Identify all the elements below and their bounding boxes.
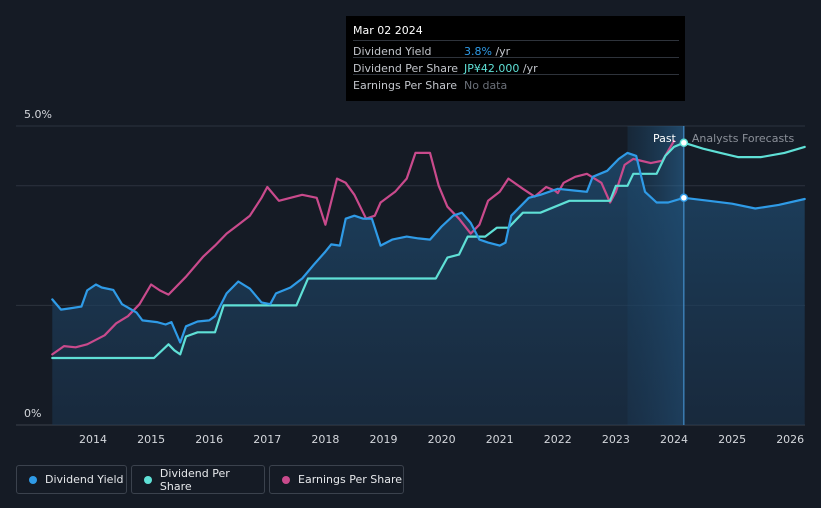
x-tick-label: 2015 xyxy=(137,433,165,446)
x-tick-label: 2019 xyxy=(370,433,398,446)
x-tick-label: 2022 xyxy=(544,433,572,446)
tooltip-label: Earnings Per Share xyxy=(353,79,458,92)
legend-label: Earnings Per Share xyxy=(298,473,403,486)
legend-label: Dividend Yield xyxy=(45,473,124,486)
dividend-yield-marker xyxy=(679,193,689,203)
dividend-yield-dot-icon xyxy=(29,475,37,484)
y-axis-top-label: 5.0% xyxy=(24,108,52,121)
dividend-yield-area xyxy=(52,152,805,425)
dividend-per-share-marker xyxy=(679,138,689,147)
tooltip-value: No data xyxy=(464,79,508,92)
legend-label: Dividend Per Share xyxy=(159,466,230,493)
x-tick-label: 2025 xyxy=(718,433,746,446)
tooltip-label: Dividend Per Share xyxy=(353,62,459,75)
earnings-per-share-dot-icon xyxy=(282,475,290,484)
tooltip-value: JP¥42.000 xyxy=(464,62,520,75)
dividend-per-share-dot-icon xyxy=(144,475,152,484)
x-tick-label: 2016 xyxy=(195,433,223,446)
forecast-label: Analysts Forecasts xyxy=(692,132,795,145)
past-label: Past xyxy=(653,132,677,145)
x-tick-label: 2024 xyxy=(660,433,688,446)
legend-dividend-yield[interactable]: Dividend Yield xyxy=(16,465,127,494)
x-tick-label: 2026 xyxy=(776,433,804,446)
x-tick-label: 2017 xyxy=(253,433,281,446)
x-tick-label: 2014 xyxy=(79,433,107,446)
tooltip-unit: /yr xyxy=(519,62,538,75)
tooltip-row-dividend-yield: Dividend Yield 3.8% /yr xyxy=(353,40,679,59)
x-tick-label: 2021 xyxy=(486,433,514,446)
x-tick-label: 2023 xyxy=(602,433,630,446)
dividend-yield-line xyxy=(51,151,806,344)
tooltip-label: Dividend Yield xyxy=(353,45,432,58)
earnings-per-share-line xyxy=(51,139,676,356)
x-tick-label: 2020 xyxy=(428,433,456,446)
legend-dividend-per-share[interactable]: Dividend Per Share xyxy=(131,465,265,494)
tooltip-value: 3.8% xyxy=(464,45,492,58)
tooltip: Mar 02 2024 Dividend Yield 3.8% /yr Divi… xyxy=(346,16,685,101)
tooltip-row-earnings-per-share: Earnings Per Share No data xyxy=(353,74,679,93)
x-tick-label: 2018 xyxy=(311,433,339,446)
tooltip-unit: /yr xyxy=(491,45,511,58)
tooltip-row-dividend-per-share: Dividend Per Share JP¥42.000 /yr xyxy=(353,57,679,76)
tooltip-date: Mar 02 2024 xyxy=(353,24,423,37)
legend-earnings-per-share[interactable]: Earnings Per Share xyxy=(269,465,404,494)
y-axis-bottom-label: 0% xyxy=(24,407,41,420)
